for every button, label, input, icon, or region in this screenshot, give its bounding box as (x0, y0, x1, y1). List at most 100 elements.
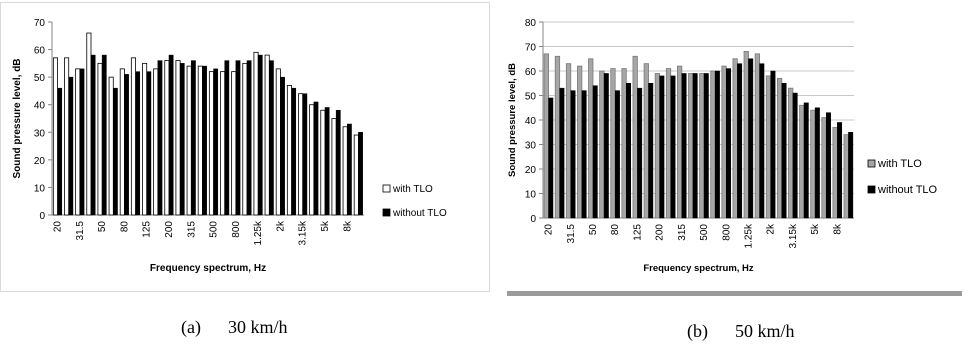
bar-with-tlo (309, 104, 315, 216)
bar-with-tlo (197, 65, 203, 216)
bar-without-tlo (803, 102, 809, 219)
bar-with-tlo (621, 68, 627, 219)
bar-with-tlo (577, 65, 583, 219)
x-tick-label: 8k (342, 220, 353, 232)
bar-without-tlo (748, 58, 754, 219)
bar-with-tlo (175, 60, 181, 216)
bar-with-tlo (788, 87, 794, 219)
bar-without-tlo (257, 54, 263, 216)
caption-a-letter: (a) (181, 317, 201, 337)
bar-without-tlo (202, 65, 207, 216)
bar-without-tlo (626, 83, 631, 219)
bar-with-tlo (799, 104, 805, 219)
chart-frame-b-bottom (507, 291, 962, 296)
x-tick-label: 500 (699, 224, 710, 241)
bar-without-tlo (614, 90, 620, 219)
bar-without-tlo (603, 73, 609, 219)
caption-a: (a) 30 km/h (163, 296, 288, 359)
bar-without-tlo (347, 123, 352, 216)
bar-with-tlo (342, 126, 348, 216)
bar-without-tlo (101, 54, 107, 216)
bar-without-tlo (670, 75, 676, 219)
x-tick-label: 20 (544, 224, 555, 236)
x-tick-label: 3.15k (298, 220, 309, 245)
y-tick-label: 80 (525, 18, 537, 29)
bar-without-tlo (79, 68, 85, 216)
bar-with-tlo (699, 73, 705, 219)
x-axis-title: Frequency spectrum, Hz (643, 263, 754, 274)
bar-with-tlo (610, 68, 616, 219)
chart-a-svg: 0 10 20 30 40 50 60 70 20 31.5 50 80 125 200 315 500 800… (12, 18, 447, 274)
chart-panel-b: 0 10 20 30 40 50 60 70 80 20 31.5 50 80 125 200 315 500 8… (497, 0, 969, 341)
bar-without-tlo (224, 60, 230, 216)
bar-with-tlo (765, 75, 772, 219)
bar-without-tlo (168, 54, 174, 216)
x-tick-label: 2k (766, 223, 777, 235)
x-tick-label: 20 (53, 221, 64, 233)
bar-with-tlo (220, 71, 226, 216)
bar-without-tlo (692, 73, 698, 219)
x-tick-label: 31.5 (75, 221, 86, 241)
y-tick-label: 10 (525, 190, 537, 201)
bar-without-tlo (848, 132, 854, 219)
bar-with-tlo (130, 57, 136, 216)
bar-without-tlo (324, 107, 330, 216)
bar-with-tlo (186, 65, 192, 216)
x-tick-label: 800 (231, 221, 242, 238)
bar-without-tlo (759, 63, 765, 219)
bar-with-tlo (654, 73, 661, 219)
x-tick-label: 800 (721, 224, 732, 241)
bar-without-tlo (291, 87, 297, 216)
x-tick-label: 8k (832, 223, 843, 235)
bar-with-tlo (353, 134, 359, 216)
bar-without-tlo (302, 93, 308, 216)
x-tick-label: 125 (632, 224, 643, 241)
legend-label: without TLO (392, 208, 447, 219)
bar-with-tlo (286, 85, 292, 216)
bar-without-tlo (157, 60, 163, 216)
bar-without-tlo (570, 90, 576, 219)
x-tick-label: 2k (275, 220, 286, 232)
bar-without-tlo (581, 90, 587, 219)
y-tick-label: 20 (34, 156, 46, 167)
bar-with-tlo (86, 32, 92, 216)
x-tick-label: 5k (810, 223, 821, 235)
bar-without-tlo (280, 76, 285, 216)
bar-with-tlo (599, 70, 605, 219)
bar-without-tlo (714, 70, 720, 219)
bar-without-tlo (825, 112, 831, 219)
chart-frame-a (0, 2, 490, 292)
bar-without-tlo (548, 97, 554, 219)
x-tick-label: 5k (320, 220, 331, 232)
bar-without-tlo (246, 60, 252, 216)
bar-with-tlo (821, 117, 827, 219)
legend-label: with TLO (877, 158, 922, 170)
bar-with-tlo (119, 68, 125, 216)
x-tick-label: 315 (677, 224, 688, 241)
x-tick-label: 3.15k (788, 223, 799, 248)
y-tick-label: 70 (525, 43, 537, 54)
bar-with-tlo (543, 53, 549, 219)
bar-with-tlo (253, 51, 259, 216)
y-tick-label: 40 (34, 101, 46, 112)
bar-without-tlo (146, 71, 152, 216)
x-tick-label: 200 (164, 221, 175, 238)
caption-b-speed: 50 km/h (735, 321, 795, 341)
bar-with-tlo (331, 118, 337, 216)
bar-without-tlo (179, 63, 185, 216)
bar-without-tlo (781, 83, 787, 219)
y-tick-label: 0 (39, 211, 45, 222)
chart-panel-a: 0 10 20 30 40 50 60 70 20 31.5 50 80 125 200 315 500 800… (0, 0, 494, 337)
bar-without-tlo (703, 73, 709, 219)
bar-with-tlo (721, 65, 727, 219)
x-tick-label: 500 (209, 221, 220, 238)
bar-with-tlo (208, 71, 214, 216)
bar-without-tlo (814, 107, 820, 219)
bar-with-tlo (242, 62, 248, 216)
bar-with-tlo (75, 68, 81, 216)
bar-with-tlo (565, 63, 572, 219)
bar-without-tlo (68, 76, 74, 216)
x-tick-label: 31.5 (566, 224, 577, 244)
bar-with-tlo (52, 57, 58, 216)
bar-with-tlo (676, 65, 683, 219)
